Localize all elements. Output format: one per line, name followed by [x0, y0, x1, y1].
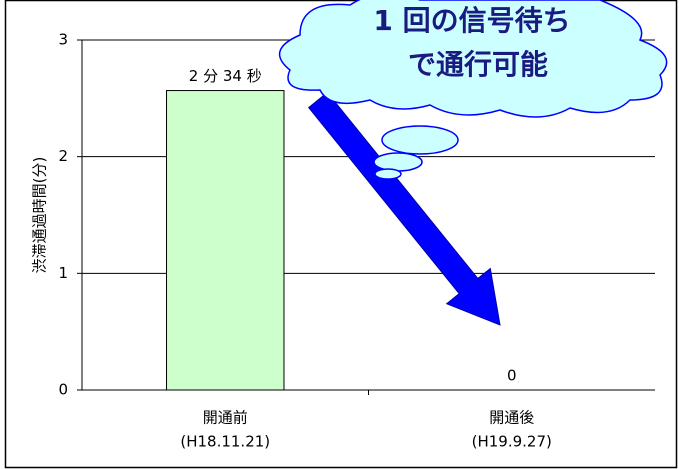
- x-tick-sublabel: (H19.9.27): [472, 433, 552, 451]
- arrow: [307, 91, 501, 326]
- x-tick-sublabel: (H18.11.21): [180, 433, 270, 451]
- bar: [166, 90, 285, 391]
- y-tick-label: 0: [58, 381, 68, 399]
- cloud: [278, 0, 668, 118]
- y-tick-label: 2: [58, 147, 68, 165]
- thought-bubble: [373, 152, 423, 172]
- annotation: 1 回の信号待ち: [373, 4, 570, 37]
- value-label: 0: [507, 367, 517, 385]
- y-tick-label: 1: [58, 264, 68, 282]
- y-axis-label: 渋滞通過時間(分): [31, 157, 49, 274]
- x-tick-label: 開通前: [203, 409, 248, 427]
- x-tick-label: 開通後: [489, 409, 534, 427]
- thought-bubble: [381, 125, 459, 155]
- value-label: 2 分 34 秒: [189, 67, 262, 85]
- thought-bubble: [374, 168, 402, 180]
- annotation: で通行可能: [408, 48, 548, 81]
- y-tick-label: 3: [58, 31, 68, 49]
